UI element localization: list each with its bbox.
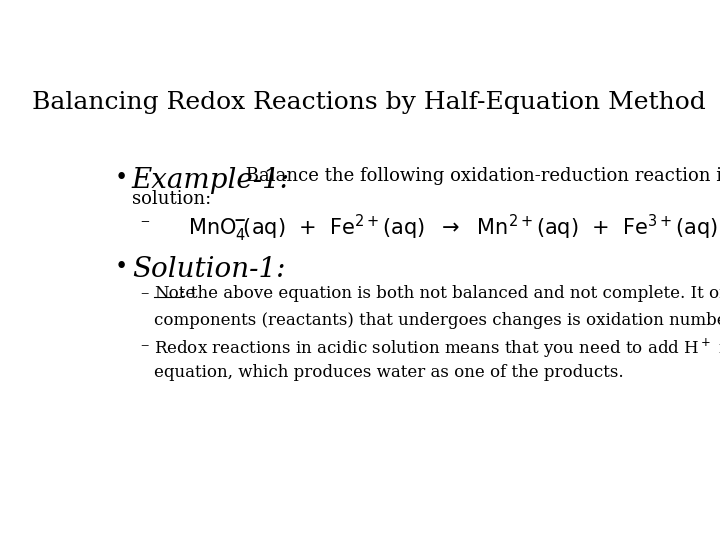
Text: components (reactants) that undergoes changes is oxidation numbers;: components (reactants) that undergoes ch… [154, 312, 720, 329]
Text: : the above equation is both not balanced and not complete. It only shows the: : the above equation is both not balance… [181, 285, 720, 302]
Text: –: – [140, 337, 148, 354]
Text: Note: Note [154, 285, 195, 302]
Text: –: – [140, 285, 148, 302]
Text: •: • [115, 256, 128, 278]
Text: Example-1:: Example-1: [132, 167, 290, 194]
Text: Solution-1:: Solution-1: [132, 256, 285, 283]
Text: –: – [140, 212, 149, 231]
Text: equation, which produces water as one of the products.: equation, which produces water as one of… [154, 364, 624, 381]
Text: solution:: solution: [132, 190, 211, 207]
Text: $\mathregular{MnO_4^{\!\boldsymbol{-}}\!(aq)}$  +  $\mathregular{Fe^{2+}(aq)}$  : $\mathregular{MnO_4^{\!\boldsymbol{-}}\!… [188, 212, 717, 244]
Text: Balancing Redox Reactions by Half-Equation Method: Balancing Redox Reactions by Half-Equati… [32, 91, 706, 114]
Text: •: • [115, 167, 128, 188]
Text: Redox reactions in acidic solution means that you need to add H$^+$ ion in the: Redox reactions in acidic solution means… [154, 337, 720, 360]
Text: Balance the following oxidation-reduction reaction in aqueous: Balance the following oxidation-reductio… [240, 167, 720, 185]
